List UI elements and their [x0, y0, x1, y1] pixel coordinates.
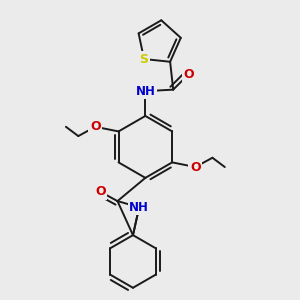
Text: O: O: [90, 120, 101, 133]
Text: O: O: [190, 160, 201, 173]
Text: O: O: [95, 185, 106, 198]
Text: NH: NH: [129, 201, 149, 214]
Text: S: S: [140, 52, 148, 65]
Text: NH: NH: [135, 85, 155, 98]
Text: O: O: [183, 68, 194, 81]
